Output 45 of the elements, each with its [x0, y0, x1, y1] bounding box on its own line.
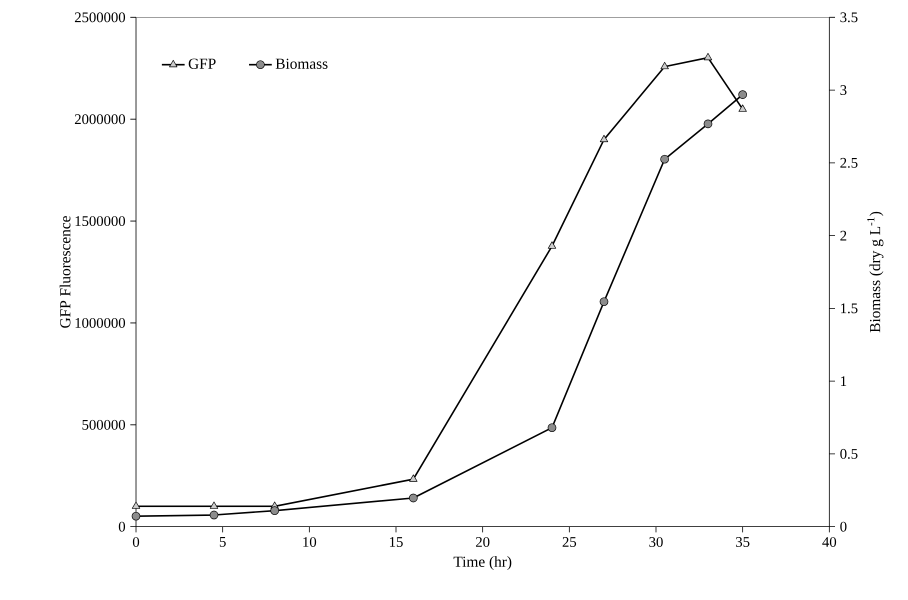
y-tick-label: 500000: [82, 420, 126, 430]
x-tick-label: 35: [736, 537, 750, 547]
x-tick-label: 20: [476, 537, 490, 547]
point: [270, 506, 280, 515]
x-tick-label: 0: [132, 537, 140, 547]
x-tick-label: 5: [220, 537, 226, 547]
point: [409, 474, 418, 482]
legend-label: GFP: [188, 58, 216, 69]
point: [600, 297, 608, 306]
x-tick-label: 10: [303, 537, 316, 547]
point: [548, 241, 556, 249]
y2-tick-label: 2.5: [840, 158, 858, 168]
point: [660, 62, 669, 70]
y2-tick-label: 1.5: [841, 303, 858, 314]
point: [548, 423, 556, 432]
y-tick-label: 0: [118, 522, 126, 532]
point: [210, 510, 218, 520]
point: [704, 52, 712, 60]
x-tick-label: 40: [822, 537, 836, 547]
point: [132, 502, 140, 509]
point: [600, 134, 608, 142]
point: [210, 502, 218, 509]
y2-axis-title: Biomass (dry g L$^{-1}$): [867, 212, 884, 332]
y-tick-label: 2500000: [74, 12, 126, 22]
y-axis-title: GFP Fluorescence: [60, 216, 70, 328]
x-tick-label: 25: [562, 537, 576, 547]
point: [409, 494, 418, 502]
point: [738, 104, 747, 112]
point: [704, 120, 712, 128]
point: [132, 512, 140, 521]
y-tick-label: 2000000: [74, 114, 126, 124]
y2-tick-label: 2: [840, 230, 846, 240]
y2-tick-label: 0.5: [840, 448, 858, 459]
y2-tick-label: 3: [840, 85, 846, 96]
x-tick-label: 15: [390, 537, 403, 547]
legend-label: Biomass: [276, 58, 328, 69]
x-tick-label: 30: [649, 537, 663, 547]
y2-tick-label: 3.5: [840, 12, 858, 22]
y2-tick-label: 1: [841, 376, 846, 386]
point: [660, 154, 669, 164]
y-tick-label: 1500000: [76, 216, 126, 226]
y-tick-label: 1000000: [76, 318, 126, 328]
x-axis-title: Time (hr): [454, 556, 512, 570]
y2-tick-label: 0: [840, 522, 846, 532]
point: [738, 90, 747, 99]
